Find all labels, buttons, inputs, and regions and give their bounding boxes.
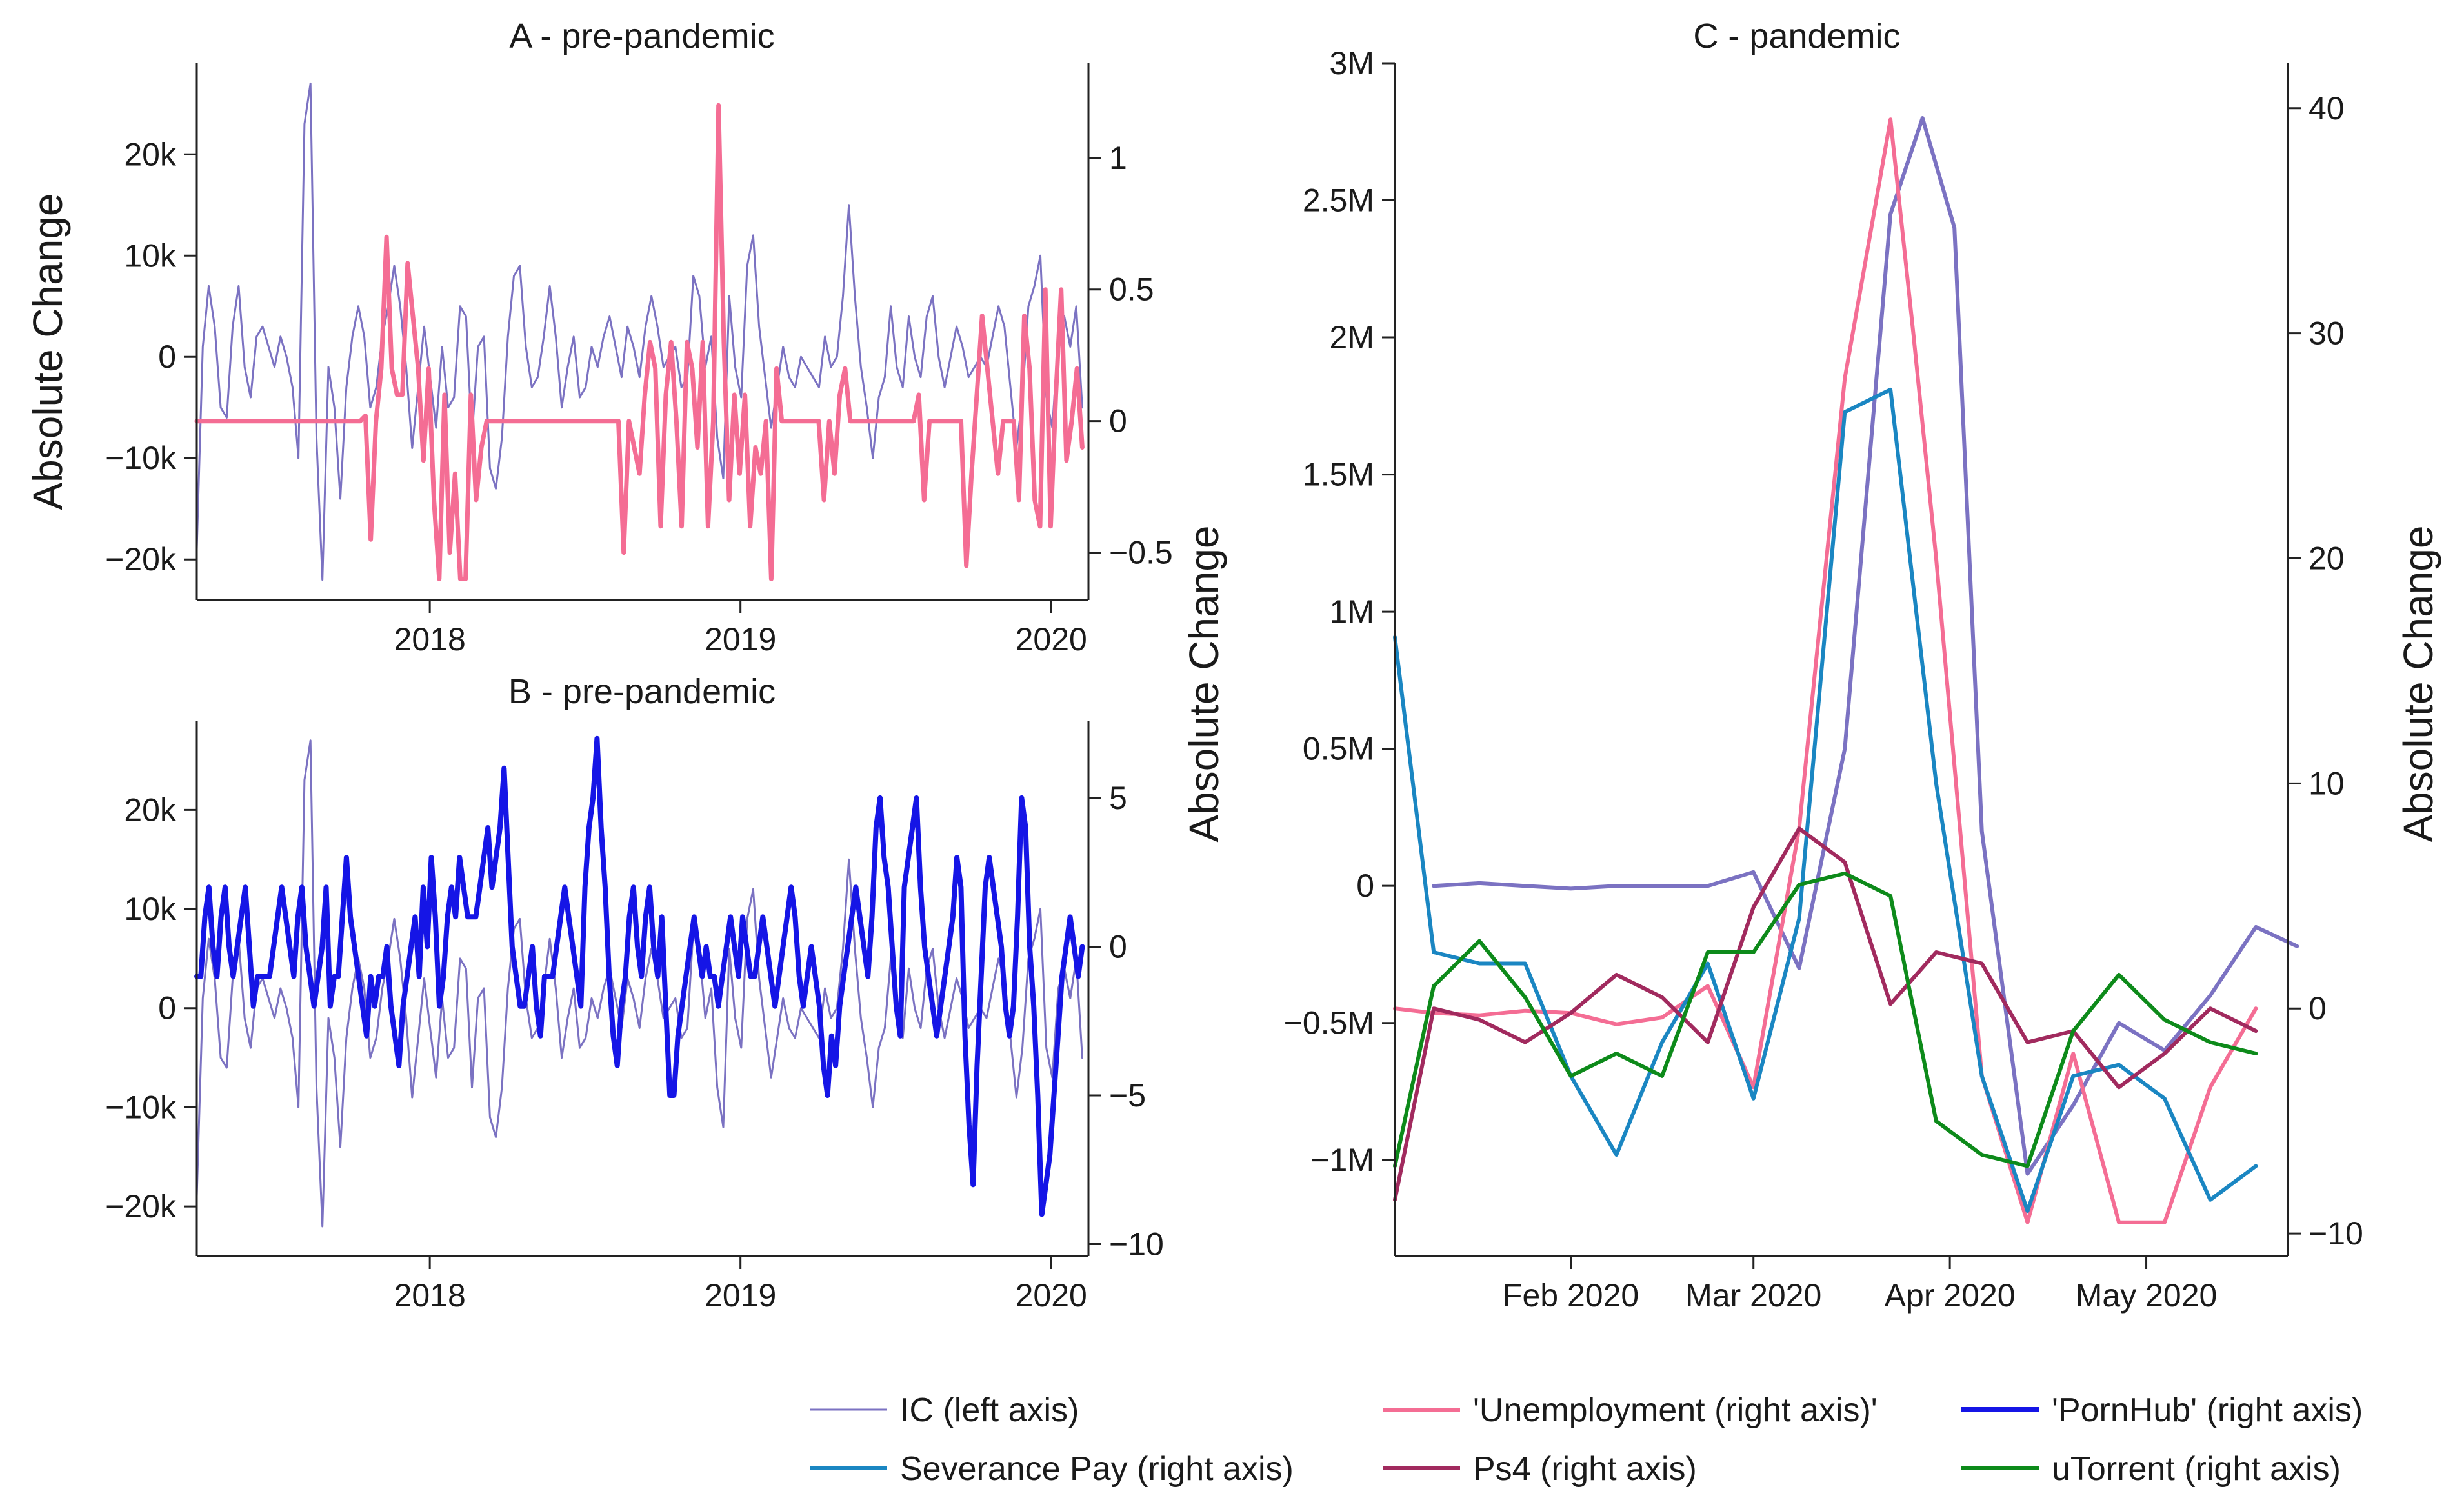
legend-item-pornhub: 'PornHub' (right axis) (1961, 1392, 2363, 1429)
panel-b-series-ic (195, 739, 1083, 1228)
panel-c-left-tick-label: 1M (1330, 594, 1374, 630)
panel-a-left-tick-label: 10k (124, 237, 177, 274)
panel-a-title: A - pre-pandemic (509, 17, 774, 55)
panel-c-right-tick-label: 20 (2309, 541, 2345, 577)
panel-b-left-tick-label: −20k (105, 1188, 177, 1224)
panel-a-right-tick-label: −0.5 (1109, 535, 1173, 571)
panel-c-x-tick-label: Apr 2020 (1885, 1277, 2016, 1314)
panel-c-left-tick-label: 3M (1330, 45, 1374, 81)
legend-label-ps4: Ps4 (right axis) (1473, 1450, 1697, 1488)
panel-b-left-tick-label: 20k (124, 792, 177, 828)
legend: IC (left axis) 'Unemployment (right axis… (810, 1392, 2363, 1488)
panel-b-x-tick-label: 2018 (394, 1277, 466, 1314)
panel-b-left-tick-label: 10k (124, 891, 177, 927)
legend-label-ic: IC (left axis) (900, 1392, 1079, 1429)
legend-label-severance: Severance Pay (right axis) (900, 1450, 1294, 1488)
panel-a-ylabel-left: Absolute Change (25, 193, 71, 510)
panel-c-left-tick-label: 0 (1356, 868, 1374, 904)
panel-b-x-tick-label: 2019 (705, 1277, 776, 1314)
panel-c-x-tick-label: Feb 2020 (1503, 1277, 1639, 1314)
panel-c-right-tick-label: 40 (2309, 90, 2345, 126)
legend-item-ps4: Ps4 (right axis) (1383, 1450, 1697, 1488)
panel-b-left-tick-label: 0 (158, 990, 176, 1026)
panel-b-title: B - pre-pandemic (508, 672, 776, 711)
panel-b-plot: 20k 10k 0 −10k −20k 5 0 −5 −10 2018 2019 2020 (105, 721, 1164, 1314)
panel-c-left-tick-label: −0.5M (1284, 1005, 1374, 1041)
legend-item-severance: Severance Pay (right axis) (810, 1450, 1294, 1488)
legend-item-unemployment: 'Unemployment (right axis)' (1383, 1392, 1878, 1429)
panel-b-left-tick-label: −10k (105, 1089, 177, 1125)
panel-a-x-tick-label: 2019 (705, 621, 776, 657)
panel-a-series (194, 82, 1085, 581)
panel-a-plot: 20k 10k 0 −10k −20k 1 0.5 0 −0.5 2018 2019 2020 (105, 63, 1173, 657)
panel-a-left-tick-label: 0 (158, 339, 176, 375)
panel-c-x-tick-label: Mar 2020 (1685, 1277, 1821, 1314)
panel-a-left-tick-label: −20k (105, 541, 177, 577)
panel-c-right-tick-label: 30 (2309, 315, 2345, 352)
panel-b-right-tick-label: −10 (1109, 1226, 1164, 1263)
panel-c-series-unemployment (1393, 117, 2258, 1224)
panel-b: B - pre-pandemic 20k10k0−10k−20k50−5−102… (105, 672, 1164, 1314)
panel-c-series-severance-pay (1393, 387, 2258, 1214)
panel-c-series-ic (1432, 116, 2299, 1176)
panel-b-series-pornhub (194, 735, 1085, 1217)
panel-a-right-tick-label: 0 (1109, 403, 1127, 439)
panel-b-right-tick-label: −5 (1109, 1077, 1146, 1114)
panel-c-ylabel-left: Absolute Change (1181, 525, 1227, 842)
panel-c-axes (1394, 63, 2289, 1257)
panel-a-x-tick-label: 2018 (394, 621, 466, 657)
panel-a: A - pre-pandemic Absolute Change 20k 10k 0… (25, 17, 1173, 657)
panel-c-right-tick-label: 0 (2309, 990, 2327, 1026)
panel-c-x-tick-label: May 2020 (2076, 1277, 2218, 1314)
panel-c-left-tick-label: −1M (1310, 1142, 1374, 1178)
panel-c: C - pandemic Absolute Change Absolute Ch… (1181, 17, 2441, 1314)
panel-c-right-tick-label: 10 (2309, 765, 2345, 801)
panel-a-left-tick-label: −10k (105, 440, 177, 476)
panel-b-series (194, 735, 1085, 1228)
panel-a-right-tick-label: 0.5 (1109, 272, 1154, 308)
legend-item-utorrent: uTorrent (right axis) (1961, 1450, 2341, 1488)
panel-c-plot: 3M 2.5M 2M 1.5M 1M 0.5M 0 −0.5M −1M 40 30 20 10 0 −10 F… (1284, 45, 2363, 1314)
panel-a-series-ic (195, 82, 1083, 581)
panel-c-series-ps4 (1393, 826, 2258, 1202)
legend-label-unemployment: 'Unemployment (right axis)' (1473, 1392, 1878, 1429)
panel-b-x-tick-label: 2020 (1016, 1277, 1087, 1314)
panel-c-series (1393, 116, 2299, 1224)
panel-c-right-tick-label: −10 (2309, 1215, 2363, 1252)
panel-a-x-tick-label: 2020 (1016, 621, 1087, 657)
legend-label-pornhub: 'PornHub' (right axis) (2052, 1392, 2363, 1429)
panel-c-left-tick-label: 2M (1330, 319, 1374, 355)
legend-item-ic: IC (left axis) (810, 1392, 1079, 1429)
panel-c-left-tick-label: 1.5M (1303, 457, 1374, 493)
panel-c-left-tick-label: 2.5M (1303, 183, 1374, 219)
panel-a-axes (195, 63, 1090, 601)
panel-a-left-tick-label: 20k (124, 136, 177, 172)
panel-a-series-unemployment (194, 103, 1085, 581)
panel-c-title: C - pandemic (1693, 17, 1900, 55)
panel-b-right-tick-label: 5 (1109, 780, 1127, 816)
panel-c-left-tick-label: 0.5M (1303, 731, 1374, 767)
panel-c-series-utorrent (1393, 871, 2258, 1168)
legend-label-utorrent: uTorrent (right axis) (2052, 1450, 2341, 1488)
panel-a-right-tick-label: 1 (1109, 140, 1127, 176)
panel-b-right-tick-label: 0 (1109, 928, 1127, 964)
panel-c-ylabel-right: Absolute Change (2395, 525, 2441, 842)
